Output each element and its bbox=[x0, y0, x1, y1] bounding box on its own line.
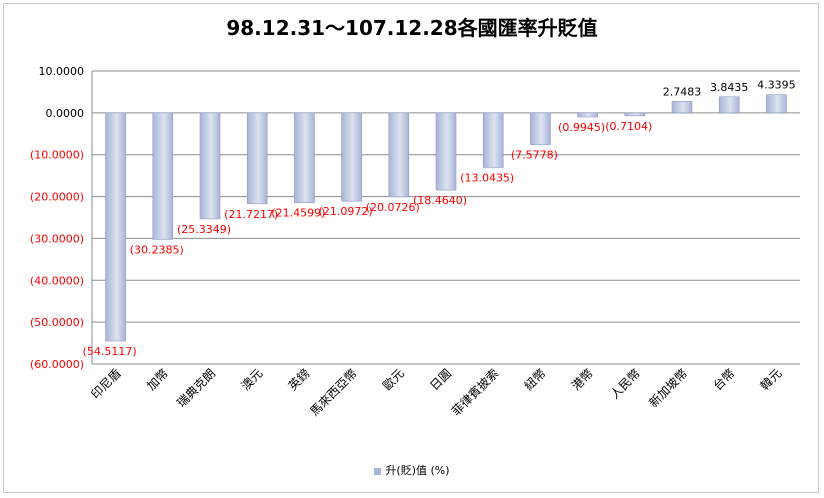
x-tick-label: 英鎊 bbox=[285, 366, 313, 394]
bars bbox=[105, 94, 787, 342]
x-tick-label: 馬來西亞幣 bbox=[307, 366, 359, 418]
data-label: (20.0726) bbox=[366, 201, 420, 214]
bar bbox=[624, 112, 646, 117]
x-tick-label: 瑞典克朗 bbox=[174, 366, 218, 410]
bar bbox=[246, 112, 268, 205]
data-label: (30.2385) bbox=[130, 243, 184, 256]
bar bbox=[199, 112, 221, 220]
bar bbox=[294, 112, 315, 203]
chart-title: 98.12.31～107.12.28各國匯率升貶值 bbox=[226, 16, 598, 40]
y-tick-label: 10.0000 bbox=[39, 65, 85, 78]
x-tick-label: 印尼盾 bbox=[88, 366, 123, 401]
x-tick-label: 日圓 bbox=[427, 366, 454, 393]
data-label: (0.9945) bbox=[558, 121, 605, 134]
data-label: (25.3349) bbox=[177, 223, 231, 236]
y-tick-label: (50.0000) bbox=[30, 316, 84, 329]
x-tick-label: 紐幣 bbox=[522, 366, 549, 393]
y-tick-label: (30.0000) bbox=[30, 232, 84, 245]
legend: 升(貶)值 (%) bbox=[0, 462, 824, 478]
data-label: (21.0972) bbox=[319, 205, 373, 218]
data-label: (13.0435) bbox=[460, 171, 514, 184]
data-label: (21.4599) bbox=[271, 207, 325, 220]
bar bbox=[766, 94, 787, 114]
data-label: (21.7217) bbox=[224, 208, 278, 221]
bar bbox=[388, 112, 410, 198]
y-tick-label: (40.0000) bbox=[30, 274, 84, 287]
legend-label: 升(貶)值 (%) bbox=[385, 464, 450, 477]
x-tick-label: 人民幣 bbox=[608, 366, 643, 401]
x-tick-label: 澳元 bbox=[238, 366, 265, 393]
data-label: 3.8435 bbox=[710, 81, 749, 94]
data-labels: (54.5117)(30.2385)(25.3349)(21.7217)(21.… bbox=[83, 79, 796, 358]
bar bbox=[671, 101, 693, 114]
x-tick-label: 菲律賓披索 bbox=[448, 366, 501, 419]
data-label: (7.5778) bbox=[511, 149, 558, 162]
data-label: (0.7104) bbox=[605, 120, 652, 133]
bar bbox=[718, 96, 740, 114]
bar bbox=[577, 112, 598, 118]
legend-swatch bbox=[374, 467, 382, 475]
x-tick-label: 歐元 bbox=[379, 366, 407, 394]
bar bbox=[152, 112, 174, 240]
bar bbox=[341, 112, 362, 202]
bar bbox=[482, 112, 504, 168]
data-label: (54.5117) bbox=[83, 345, 137, 358]
x-tick-label: 台幣 bbox=[710, 366, 738, 394]
bar bbox=[105, 112, 126, 342]
bar bbox=[530, 112, 551, 145]
y-tick-label: (10.0000) bbox=[30, 149, 84, 162]
data-label: (18.4640) bbox=[413, 194, 467, 207]
x-tick-label: 加幣 bbox=[144, 366, 171, 393]
data-label: 2.7483 bbox=[663, 85, 702, 98]
y-tick-label: (20.0000) bbox=[30, 191, 84, 204]
y-tick-label: 0.0000 bbox=[46, 107, 85, 120]
x-tick-label: 韓元 bbox=[758, 366, 785, 393]
x-tick-label: 港幣 bbox=[569, 366, 596, 393]
data-label: 4.3395 bbox=[757, 79, 796, 92]
chart-frame bbox=[3, 3, 819, 493]
y-axis-ticks: 10.0000 0.0000 (10.0000) (20.0000) (30.0000)… bbox=[30, 65, 84, 371]
y-tick-label: (60.0000) bbox=[30, 358, 84, 371]
x-tick-label: 新加坡幣 bbox=[646, 366, 691, 411]
bar bbox=[435, 112, 457, 191]
